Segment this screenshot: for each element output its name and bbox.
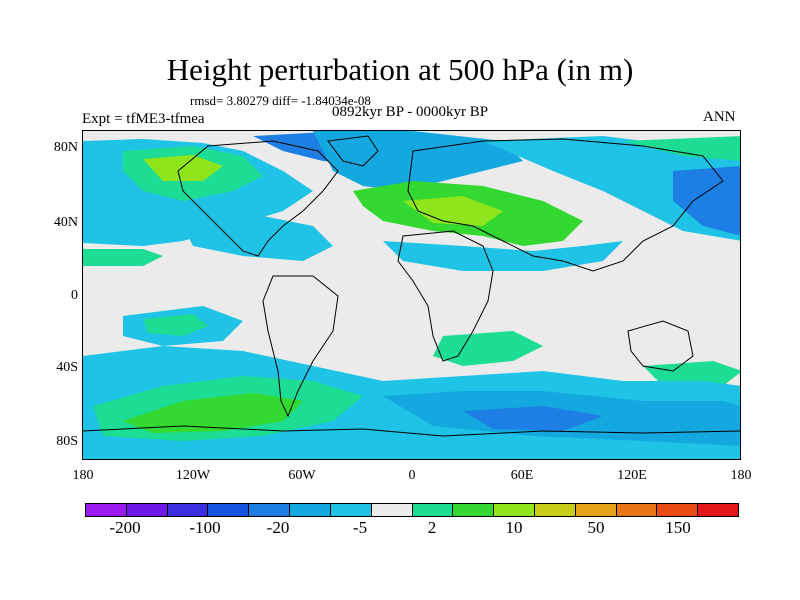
experiment-label: Expt = tfME3-tfmea [82, 111, 205, 127]
colorbar-swatch [208, 504, 250, 516]
colorbar-label: 150 [665, 518, 691, 537]
contour-north-pacific-yellow [143, 155, 223, 181]
contour-map [83, 131, 740, 459]
contour-europe-yellow [403, 196, 503, 226]
lon-label-0: 0 [408, 468, 416, 483]
rmsd-stats: rmsd= 3.80279 diff= -1.84034e-08 [190, 93, 371, 108]
colorbar-swatch [330, 504, 372, 516]
coastline-eurasia [407, 138, 724, 272]
colorbar-swatch [290, 504, 331, 516]
season-label: ANN [703, 109, 736, 125]
contour-south-america-brightgreen [123, 393, 303, 433]
time-period-label: 0892kyr BP - 0000kyr BP [331, 104, 489, 120]
colorbar-swatch [167, 504, 209, 516]
contour-north-atlantic-blue [313, 131, 523, 191]
coastline-antarctica [83, 425, 740, 437]
colorbar-label: 2 [427, 518, 437, 537]
contour-asia-blue [383, 241, 623, 271]
colorbar-swatch [126, 504, 168, 516]
colorbar-label: -5 [352, 518, 368, 537]
lon-label-120w: 120W [175, 468, 211, 483]
coastline-australia [627, 320, 694, 372]
colorbar-swatch [534, 504, 576, 516]
coastline-africa [397, 230, 494, 362]
plot-title: Height perturbation at 500 hPa (in m) [166, 52, 634, 87]
contour-west-green [83, 249, 163, 266]
colorbar-label: -100 [189, 518, 221, 537]
colorbar-swatch [657, 504, 699, 516]
contour-southern-ocean-darkblue [463, 406, 603, 431]
lon-label-180-west: 180 [72, 468, 94, 483]
lat-label-80n: 80N [53, 140, 78, 155]
colorbar-swatch [453, 504, 495, 516]
contour-midlat-blue [183, 216, 333, 261]
colorbar-label: 10 [505, 518, 523, 537]
lon-label-120e: 120E [617, 468, 647, 483]
colorbar-label: -200 [109, 518, 141, 537]
contour-south-pacific-green [143, 314, 208, 336]
colorbar [85, 503, 739, 517]
colorbar-swatch [616, 504, 658, 516]
map-panel [82, 130, 741, 460]
colorbar-swatch [86, 504, 127, 516]
contour-south-indian-green [643, 361, 740, 386]
colorbar-swatch [494, 504, 535, 516]
colorbar-swatch [249, 504, 291, 516]
colorbar-label: -20 [266, 518, 290, 537]
lat-label-80s: 80S [56, 434, 78, 449]
colorbar-swatch [575, 504, 617, 516]
lat-label-0: 0 [71, 288, 78, 303]
coastline-greenland [327, 135, 379, 167]
colorbar-label: 50 [587, 518, 605, 537]
colorbar-swatch [371, 504, 413, 516]
lon-label-60e: 60E [510, 468, 534, 483]
coastline-north-america [177, 140, 339, 257]
coastlines [83, 135, 740, 437]
coastline-south-america [262, 275, 339, 418]
colorbar-swatch [412, 504, 454, 516]
contour-northeast-green [623, 136, 740, 161]
contour-eurasia-blue [483, 136, 740, 241]
lon-label-60w: 60W [288, 468, 316, 483]
lat-label-40n: 40N [53, 215, 78, 230]
contour-north-pacific-east-blue [673, 166, 740, 236]
lon-label-180-east: 180 [730, 468, 752, 483]
contour-south-atlantic-green [433, 331, 543, 366]
lat-label-40s: 40S [56, 360, 78, 375]
colorbar-swatch [698, 504, 738, 516]
